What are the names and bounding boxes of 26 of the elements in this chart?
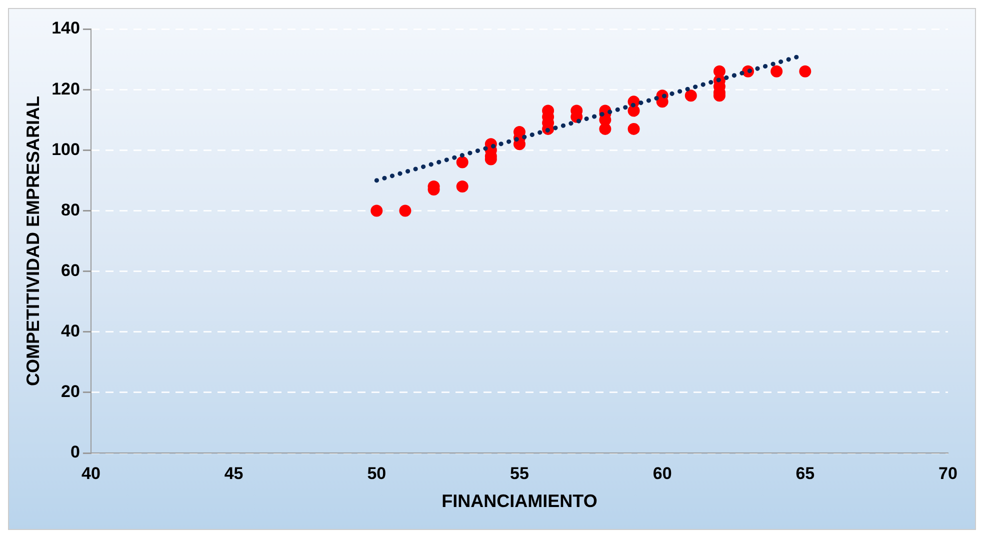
point	[628, 122, 640, 135]
y-tick-label: 140	[52, 18, 80, 38]
x-tick-label: 50	[367, 464, 386, 483]
y-axis-title: COMPETITIVIDAD EMPRESARIAL	[22, 96, 43, 386]
y-tick-label: 120	[52, 79, 80, 98]
x-tick-label: 70	[938, 464, 958, 483]
point	[713, 65, 726, 78]
y-tick-label: 60	[61, 260, 80, 280]
y-tick-label: 100	[52, 140, 80, 159]
point	[456, 156, 468, 168]
y-tick-label: 40	[61, 322, 80, 341]
x-tick-label: 65	[796, 464, 815, 483]
point	[370, 204, 383, 217]
point	[399, 204, 412, 217]
x-tick-label: 45	[224, 464, 244, 483]
x-axis-title: FINANCIAMIENTO	[442, 491, 598, 512]
x-tick-label: 55	[510, 464, 529, 483]
point	[770, 65, 783, 78]
x-tick-label: 40	[82, 464, 100, 483]
y-tick-label: 80	[61, 200, 80, 220]
y-tick-label: 20	[61, 382, 80, 402]
y-tick-label: 0	[70, 442, 80, 462]
x-tick-label: 60	[652, 464, 672, 483]
point	[456, 180, 468, 192]
point	[684, 90, 697, 102]
point	[799, 65, 812, 78]
